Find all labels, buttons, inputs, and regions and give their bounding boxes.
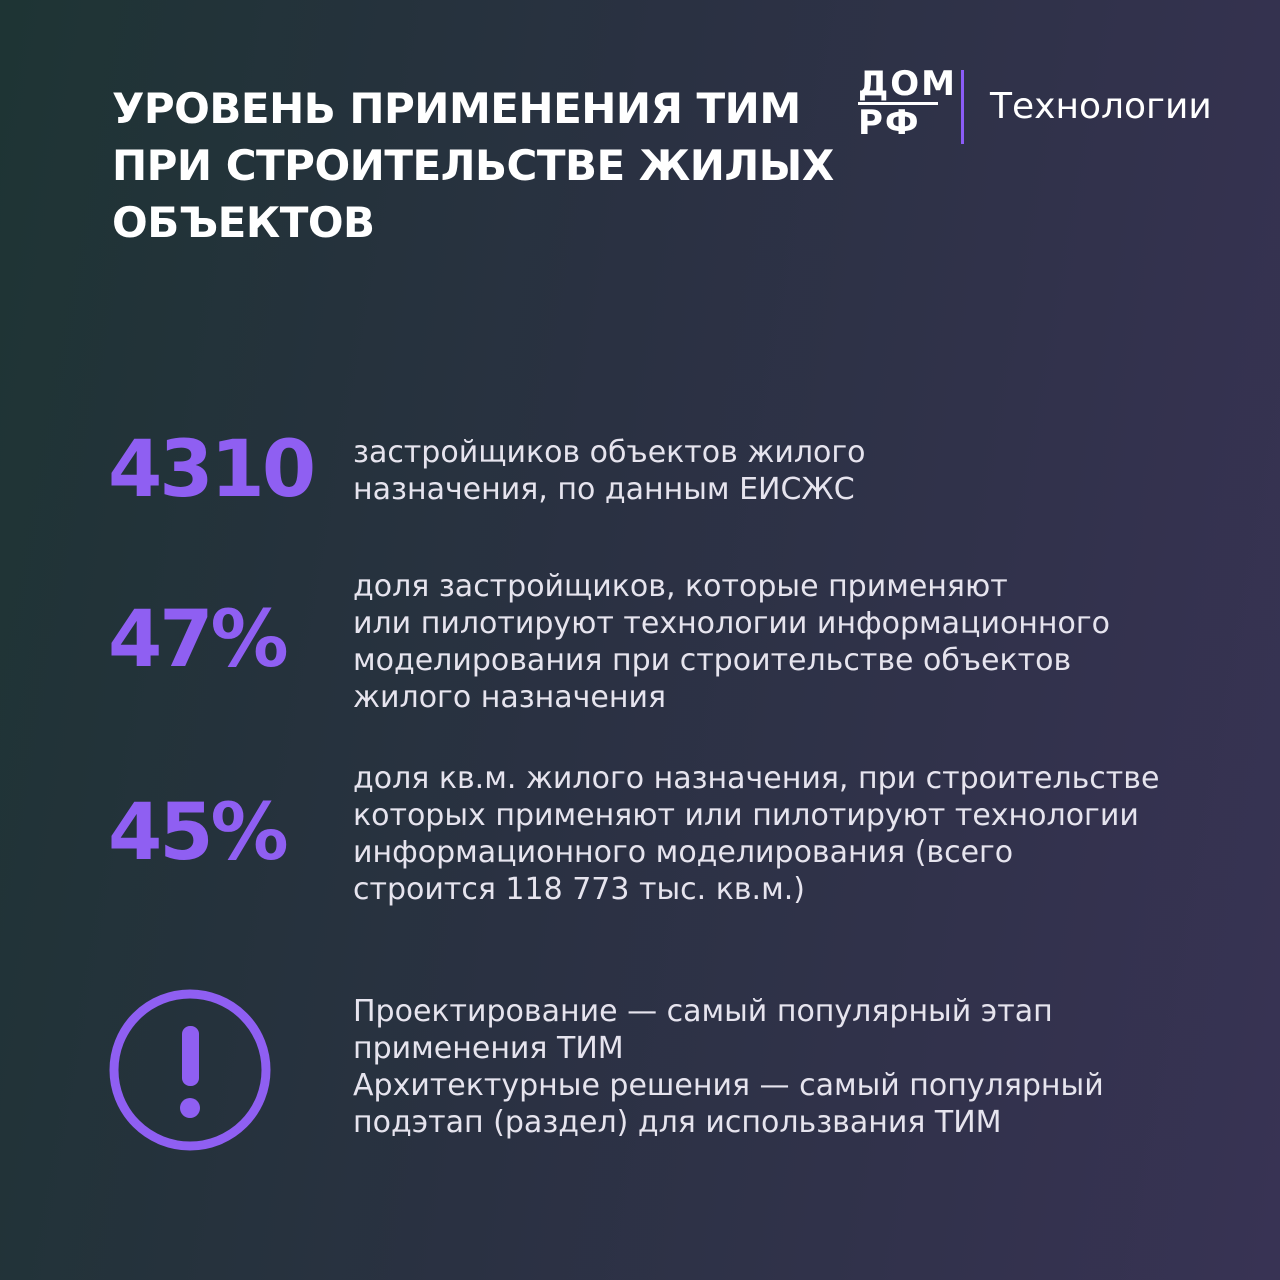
description-line: доля застройщиков, которые применяют: [353, 569, 1008, 604]
stat-value: 45%: [108, 788, 289, 878]
stat-value: 4310: [108, 425, 316, 515]
divider: [961, 70, 964, 144]
description-line: строится 118 773 тыс. кв.м.): [353, 872, 805, 907]
description-line: которых применяют или пилотируют техноло…: [353, 798, 1139, 833]
section-label: Технологии: [990, 86, 1212, 127]
title-line: УРОВЕНЬ ПРИМЕНЕНИЯ ТИМ: [112, 84, 801, 133]
note: Проектирование — самый популярный этап пр…: [353, 993, 1104, 1141]
description-line: жилого назначения: [353, 680, 666, 715]
title-line: ОБЪЕКТОВ: [112, 198, 375, 247]
description-line: или пилотируют технологии информационног…: [353, 606, 1111, 641]
logo: ДОМ РФ: [858, 64, 958, 143]
note-line: подэтап (раздел) для использвания ТИМ: [353, 1105, 1002, 1140]
note-line: Архитектурные решения — самый популярный: [353, 1068, 1104, 1103]
logo-line: ДОМ: [858, 64, 958, 105]
note-line: применения ТИМ: [353, 1031, 624, 1066]
description-line: моделирования при строительстве объектов: [353, 643, 1072, 678]
title: УРОВЕНЬ ПРИМЕНЕНИЯ ТИМ ПРИ СТРОИТЕЛЬСТВЕ …: [112, 80, 834, 251]
description-line: застройщиков объектов жилого: [353, 435, 866, 470]
title-line: ПРИ СТРОИТЕЛЬСТВЕ ЖИЛЫХ: [112, 141, 834, 190]
alert-icon: [109, 989, 271, 1151]
description-line: информационного моделирования (всего: [353, 835, 1014, 870]
stat-value: 47%: [108, 595, 289, 685]
stat-description: доля кв.м. жилого назначения, при строит…: [353, 760, 1159, 908]
description-line: назначения, по данным ЕИСЖС: [353, 472, 855, 507]
description-line: доля кв.м. жилого назначения, при строит…: [353, 761, 1160, 796]
stat-description: доля застройщиков, которые применяют или …: [353, 568, 1110, 716]
logo-line: РФ: [858, 103, 921, 143]
note-line: Проектирование — самый популярный этап: [353, 994, 1053, 1029]
stat-description: застройщиков объектов жилого назначения, …: [353, 434, 866, 508]
